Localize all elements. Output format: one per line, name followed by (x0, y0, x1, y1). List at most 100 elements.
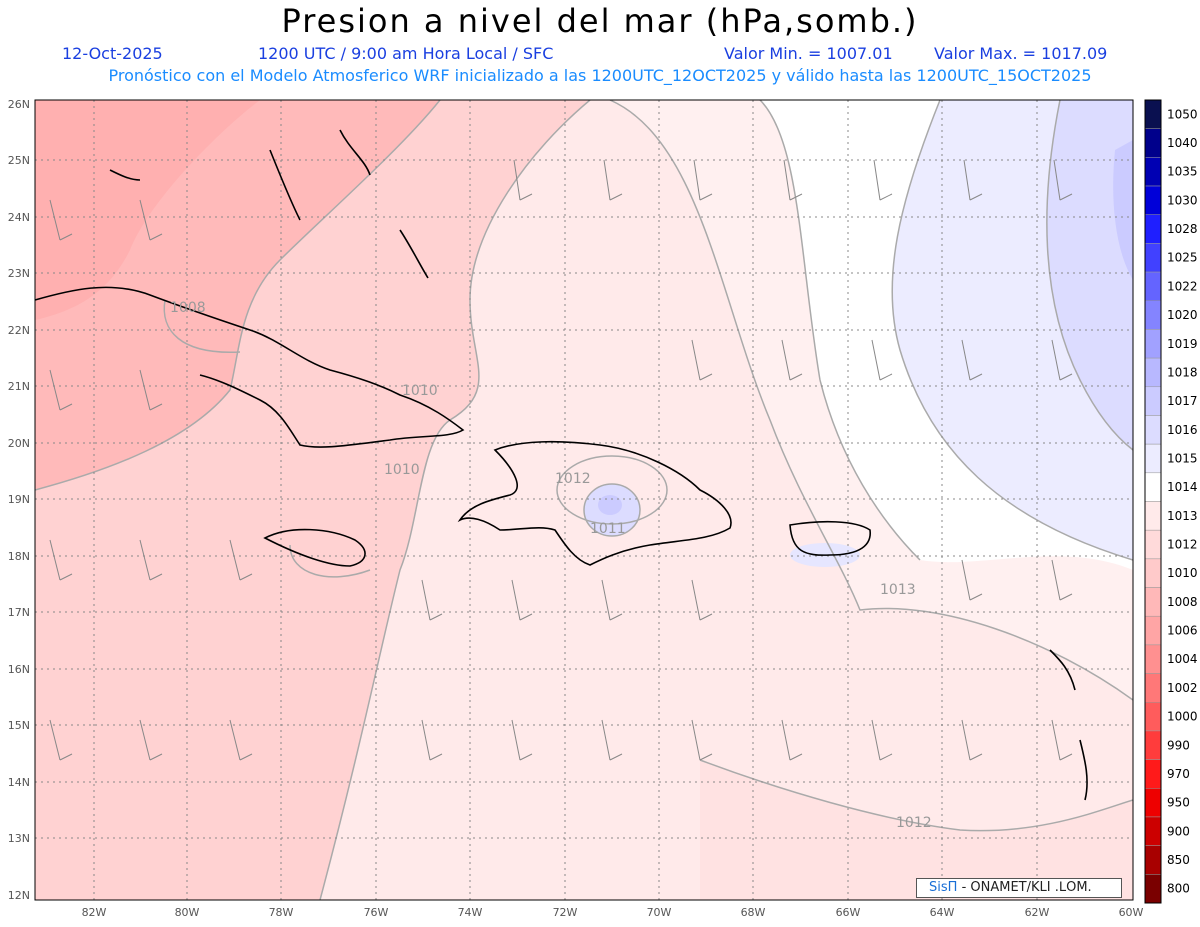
legend-swatch (1144, 501, 1162, 531)
legend-swatch (1144, 472, 1162, 502)
lon-tick-label: 70W (647, 906, 672, 919)
contour-label: 1008 (170, 300, 206, 316)
lat-tick-label: 20N (8, 437, 30, 450)
lat-tick-label: 19N (8, 493, 30, 506)
forecast-time: 1200 UTC / 9:00 am Hora Local / SFC (258, 44, 554, 63)
legend-swatch (1144, 759, 1162, 789)
legend-label: 1006 (1167, 624, 1198, 638)
legend-swatch (1144, 300, 1162, 330)
lat-tick-label: 21N (8, 380, 30, 393)
legend-label: 1014 (1167, 480, 1198, 494)
lon-tick-label: 66W (836, 906, 861, 919)
lat-tick-label: 17N (8, 606, 30, 619)
contour-label: 1013 (880, 582, 916, 598)
legend-label: 1022 (1167, 279, 1198, 293)
contour-label: 1010 (402, 383, 438, 399)
legend-swatch (1144, 644, 1162, 674)
legend-label: 850 (1167, 853, 1190, 867)
legend-swatch (1144, 357, 1162, 388)
lon-tick-label: 64W (930, 906, 955, 919)
legend-label: 900 (1167, 824, 1190, 838)
lat-tick-label: 22N (8, 324, 30, 337)
legend-label: 1012 (1167, 538, 1198, 552)
legend-swatch (1144, 558, 1162, 588)
legend-swatch (1144, 128, 1162, 158)
legend-swatch (1144, 443, 1162, 474)
lon-tick-label: 80W (175, 906, 200, 919)
lat-tick-label: 26N (8, 98, 30, 111)
lon-tick-label: 82W (82, 906, 107, 919)
legend-label: 1008 (1167, 595, 1198, 609)
legend-label: 950 (1167, 796, 1190, 810)
legend-label: 1004 (1167, 652, 1198, 666)
legend-swatch (1144, 157, 1162, 187)
latitude-labels: 12N 13N 14N 15N 16N 17N 18N 19N 20N 21N 22N 23N 24N 2… (8, 98, 30, 902)
legend-swatch (1144, 587, 1162, 617)
lat-tick-label: 23N (8, 267, 30, 280)
legend-label: 1020 (1167, 308, 1198, 322)
legend-label: 1015 (1167, 451, 1198, 465)
lon-tick-label: 60W (1119, 906, 1144, 919)
contour-label: 1010 (384, 462, 420, 478)
legend-swatch (1144, 788, 1162, 818)
credit-text: - ONAMET/ΚLI .ᒪOM. (961, 880, 1092, 895)
legend-swatch (1144, 730, 1162, 760)
lat-tick-label: 15N (8, 719, 30, 732)
contour-label: 1011 (590, 521, 626, 537)
legend-swatch (1144, 99, 1162, 129)
legend-label: 1050 (1167, 107, 1198, 121)
legend-label: 1025 (1167, 251, 1198, 265)
legend-frame (1144, 99, 1162, 904)
credit-box: SisΠ - ONAMET/ΚLI .ᒪOM. (916, 878, 1122, 898)
lat-tick-label: 16N (8, 663, 30, 676)
legend-label: 1016 (1167, 423, 1198, 437)
legend-label: 1035 (1167, 165, 1198, 179)
lon-tick-label: 68W (741, 906, 766, 919)
legend-swatch (1144, 271, 1162, 302)
legend-swatch (1144, 845, 1162, 875)
legend-swatch (1144, 529, 1162, 560)
lat-tick-label: 18N (8, 550, 30, 563)
forecast-date: 12-Oct-2025 (62, 44, 163, 63)
legend-swatch (1144, 214, 1162, 244)
coastlines (34, 129, 1088, 801)
wind-barbs (49, 159, 1073, 761)
lon-tick-label: 74W (458, 906, 483, 919)
legend-swatch (1144, 816, 1162, 846)
legend-label: 970 (1167, 767, 1190, 781)
legend-swatch (1144, 185, 1162, 215)
lat-tick-label: 25N (8, 154, 30, 167)
model-info: Pronóstico con el Modelo Atmosferico WRF… (108, 66, 1092, 85)
min-value: Valor Min. = 1007.01 (724, 44, 893, 63)
legend-swatch (1144, 415, 1162, 445)
isobars (35, 100, 1133, 900)
lon-tick-label: 72W (553, 906, 578, 919)
legend-label: 800 (1167, 882, 1190, 896)
lat-tick-label: 24N (8, 211, 30, 224)
legend-label: 990 (1167, 738, 1190, 752)
legend-swatch (1144, 386, 1162, 416)
legend-swatch (1144, 874, 1162, 904)
legend-label: 1000 (1167, 710, 1198, 724)
lon-tick-label: 62W (1025, 906, 1050, 919)
graticule (35, 100, 1133, 900)
legend-swatch (1144, 702, 1162, 732)
legend-label: 1019 (1167, 337, 1198, 351)
plot-frame (34, 99, 1134, 901)
max-value: Valor Max. = 1017.09 (934, 44, 1108, 63)
lat-tick-label: 13N (8, 832, 30, 845)
legend-swatch (1144, 615, 1162, 646)
legend-label: 1002 (1167, 681, 1198, 695)
legend-label: 1017 (1167, 394, 1198, 408)
contour-label: 1012 (555, 471, 591, 487)
legend-swatch (1144, 243, 1162, 273)
legend-label: 1030 (1167, 193, 1198, 207)
legend-label: 1010 (1167, 566, 1198, 580)
legend-swatch (1144, 673, 1162, 703)
legend-label: 1040 (1167, 136, 1198, 150)
contour-label: 1012 (896, 815, 932, 831)
lon-tick-label: 76W (364, 906, 389, 919)
pressure-fields (35, 100, 1133, 900)
map-title: Presion a nivel del mar (hPa,somb.) (281, 2, 919, 40)
